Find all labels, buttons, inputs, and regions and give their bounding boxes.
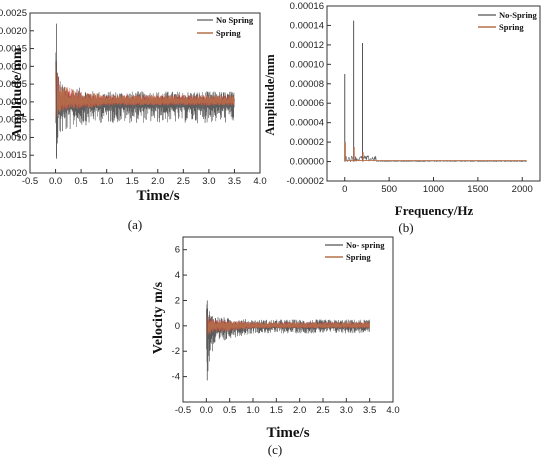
x-tick-label: 2.0: [293, 405, 306, 416]
panel-a-label: (a): [128, 217, 142, 232]
legend-a-no-spring: No Spring: [216, 15, 254, 25]
y-tick-label: 0.0020: [0, 26, 27, 37]
y-tick-label: 0.00004: [290, 118, 324, 129]
panel-c-xlabel: Time/s: [266, 425, 309, 441]
panel-b-y-ticks: -0.00002 0.00000 0.00002 0.00004 0.00006 0.00…: [286, 1, 331, 187]
x-tick-label: 2000: [512, 184, 533, 195]
panel-b-legend: No-Spring Spring: [478, 10, 538, 32]
y-tick-label: 0.00010: [290, 59, 324, 70]
x-tick-label: 3.5: [228, 176, 241, 187]
y-tick-label: 0.0005: [0, 79, 27, 90]
x-tick-label: -0.5: [22, 176, 38, 187]
y-tick-label: 0.0015: [0, 44, 27, 55]
x-tick-label: 3.0: [202, 176, 215, 187]
y-tick-label: -0.00002: [286, 176, 324, 187]
x-tick-label: 1.0: [246, 405, 259, 416]
x-tick-label: 0.5: [75, 176, 88, 187]
panel-a-legend: No Spring Spring: [197, 15, 254, 38]
x-tick-label: 0.0: [200, 405, 213, 416]
series-spring-line: [206, 315, 370, 335]
y-tick-label: 0.0025: [0, 8, 27, 19]
y-tick-label: -0.0010: [0, 132, 27, 143]
y-tick-label: 0.0000: [0, 97, 27, 108]
panel-c-y-ticks: -4 -2 0 2 4 6: [172, 245, 187, 383]
x-tick-label: 1500: [467, 184, 488, 195]
x-tick-label: 2.0: [151, 176, 164, 187]
panel-c-frame: [182, 236, 394, 403]
y-tick-label: 0.00012: [290, 40, 324, 51]
y-tick-label: 0.00008: [290, 79, 324, 90]
panel-b-frame: [326, 5, 541, 182]
x-tick-label: 3.5: [363, 405, 376, 416]
legend-b-spring: Spring: [499, 22, 524, 32]
series-no-spring-line: [206, 304, 370, 372]
x-tick-label: 1.0: [100, 176, 113, 187]
panel-a-y-ticks: -0.0020 -0.0015 -0.0010 -0.0005 0.0000 0.0005…: [0, 8, 34, 179]
legend-c-no-spring: No- spring: [346, 240, 385, 250]
panel-b-xlabel: Frequency/Hz: [395, 203, 474, 218]
y-tick-label: 0.00000: [290, 157, 324, 168]
x-tick-label: 0.0: [49, 176, 62, 187]
x-tick-label: 2.5: [316, 405, 329, 416]
series-spring-line: [55, 61, 235, 118]
panel-c-x-ticks: -0.5 0.0 0.5 1.0 1.5 2.0 2.5 3.0 3.5 4.0: [175, 398, 400, 416]
y-tick-label: 0.0010: [0, 61, 27, 72]
panel-b-ylabel: Amplitude/mm: [263, 54, 277, 136]
panel-b-x-ticks: 0 500 1000 1500 2000: [342, 177, 533, 195]
panel-b: 0 500 1000 1500 2000 -0.00002 0.00000 0.00002 0…: [263, 1, 541, 235]
y-tick-label: 6: [175, 245, 180, 256]
panel-c-ylabel: Velocity m/s: [151, 281, 166, 354]
panel-c-legend: No- spring Spring: [325, 240, 385, 262]
y-tick-label: 4: [175, 270, 180, 281]
x-tick-label: 1.5: [270, 405, 283, 416]
x-tick-label: 500: [381, 184, 397, 195]
legend-b-no-spring: No-Spring: [499, 10, 538, 20]
x-tick-label: 1.5: [126, 176, 139, 187]
panel-a-x-ticks: -0.5 0.0 0.5 1.0 1.5 2.0 2.5 3.0 3.5 4.0: [22, 169, 267, 187]
panel-a-plot: [55, 23, 235, 159]
panel-b-plot: [344, 20, 527, 163]
x-tick-label: 0: [342, 184, 347, 195]
y-tick-label: 0.00002: [290, 137, 324, 148]
x-tick-label: 1000: [423, 184, 444, 195]
y-tick-label: -0.0005: [0, 115, 27, 126]
panel-a: -0.50.00.51.01.52.02.53.03.54.0 -0.0020-…: [0, 8, 267, 232]
x-tick-label: 2.5: [177, 176, 190, 187]
y-tick-label: 0: [175, 321, 180, 332]
y-tick-label: 0.00006: [290, 98, 324, 109]
panel-a-frame: [29, 12, 261, 174]
panel-c-label: (c): [268, 442, 282, 457]
y-tick-label: 2: [175, 295, 180, 306]
panel-b-label: (b): [398, 220, 413, 235]
y-tick-label: 0.00016: [290, 1, 324, 12]
panel-a-ylabel: Amplitude/mm: [10, 47, 25, 138]
x-tick-label: -0.5: [175, 405, 191, 416]
y-tick-label: -4: [172, 372, 180, 383]
x-tick-label: 0.5: [223, 405, 236, 416]
y-tick-label: -0.0020: [0, 168, 27, 179]
x-tick-label: 4.0: [386, 405, 399, 416]
x-tick-label: 4.0: [253, 176, 266, 187]
y-tick-label: -2: [172, 346, 180, 357]
y-tick-label: 0.00014: [290, 20, 324, 31]
legend-c-spring: Spring: [346, 252, 371, 262]
x-tick-label: 3.0: [340, 405, 353, 416]
panel-a-xlabel: Time/s: [136, 188, 179, 204]
panel-c-plot: [206, 300, 370, 381]
legend-a-spring: Spring: [216, 28, 241, 38]
panel-c: -0.5 0.0 0.5 1.0 1.5 2.0 2.5 3.0 3.5 4.0 -4 -2 0 2 4 6…: [151, 236, 400, 457]
y-tick-label: -0.0015: [0, 150, 27, 161]
